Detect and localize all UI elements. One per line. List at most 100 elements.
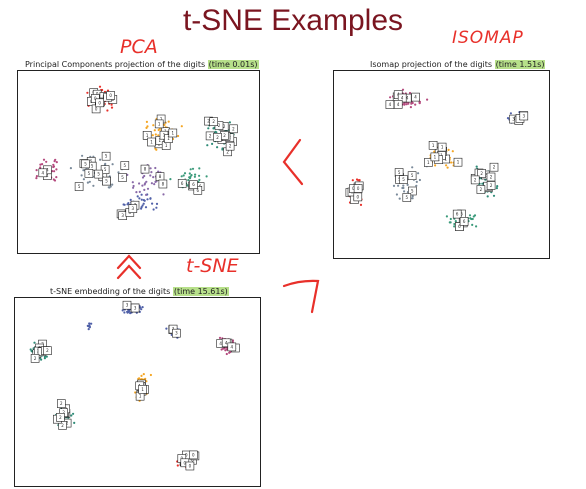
digit-point xyxy=(151,202,154,205)
digit-point xyxy=(152,208,155,211)
svg-text:2: 2 xyxy=(212,119,215,124)
digit-thumbnail: 1 xyxy=(430,152,440,162)
svg-text:4: 4 xyxy=(401,96,404,101)
digit-point xyxy=(451,150,454,153)
digit-point xyxy=(29,348,32,351)
digit-point xyxy=(225,352,228,356)
digit-thumbnail: 1 xyxy=(424,158,433,167)
digit-point xyxy=(408,91,412,95)
digit-point xyxy=(39,166,42,169)
svg-text:1: 1 xyxy=(167,136,170,141)
isomap-panel-title: Isomap projection of the digits (time 1.… xyxy=(370,60,546,69)
digit-point xyxy=(154,166,157,170)
digit-point xyxy=(426,98,429,101)
digit-point xyxy=(162,193,165,196)
svg-text:8: 8 xyxy=(162,182,165,187)
digit-point xyxy=(405,103,408,106)
svg-text:1: 1 xyxy=(441,145,444,150)
digit-point xyxy=(433,150,436,153)
digit-point xyxy=(157,134,160,137)
digit-point xyxy=(146,125,149,128)
digit-point xyxy=(140,193,143,196)
digit-point xyxy=(445,215,448,218)
svg-text:5: 5 xyxy=(121,175,124,180)
tsne-panel-title: t-SNE embedding of the digits (time 15.6… xyxy=(50,287,229,296)
digit-point xyxy=(389,96,392,99)
digit-point xyxy=(109,185,112,188)
digit-thumbnail: 2 xyxy=(56,413,65,422)
digit-thumbnail: 2 xyxy=(30,354,40,363)
digit-point xyxy=(475,165,478,168)
svg-text:2: 2 xyxy=(34,356,37,361)
digit-point xyxy=(155,148,158,151)
digit-point xyxy=(397,184,400,187)
digit-point xyxy=(434,164,437,167)
digit-thumbnail: 4 xyxy=(227,342,237,352)
digit-point xyxy=(409,106,412,109)
digit-point xyxy=(111,183,114,186)
digit-thumbnail: 1 xyxy=(142,130,152,140)
digit-point xyxy=(52,178,55,181)
svg-text:2: 2 xyxy=(223,124,226,129)
digit-thumbnail: 2 xyxy=(56,399,66,408)
digit-point xyxy=(90,322,93,325)
svg-text:4: 4 xyxy=(219,341,222,346)
digit-point xyxy=(445,164,448,167)
tsne-handwritten-label: t-SNE xyxy=(186,255,239,277)
digit-point xyxy=(155,206,158,209)
digit-point xyxy=(138,377,141,380)
digit-point xyxy=(149,174,152,177)
digit-thumbnail: 8 xyxy=(140,164,150,174)
digit-point xyxy=(220,348,223,351)
digit-point xyxy=(411,166,414,169)
digit-point xyxy=(351,179,354,182)
digit-point xyxy=(141,184,144,187)
svg-text:1: 1 xyxy=(146,133,149,138)
digit-point xyxy=(157,170,160,173)
digit-point xyxy=(98,85,102,88)
svg-text:5: 5 xyxy=(411,173,414,178)
svg-text:2: 2 xyxy=(223,133,226,138)
digit-thumbnail: 0 xyxy=(106,91,115,100)
digit-point xyxy=(45,355,48,358)
svg-text:2: 2 xyxy=(209,133,212,138)
digit-point xyxy=(471,217,474,221)
digit-point xyxy=(129,198,132,201)
svg-text:2: 2 xyxy=(229,144,232,149)
digit-thumbnail: 1 xyxy=(138,385,147,394)
pca-scatter-plot: 4662625102053825262515202555051120016330… xyxy=(17,70,260,254)
digit-thumbnail: 5 xyxy=(100,165,110,174)
digit-point xyxy=(134,391,137,394)
digit-point xyxy=(43,355,46,358)
svg-text:5: 5 xyxy=(105,179,108,184)
digit-point xyxy=(155,202,159,205)
digit-point xyxy=(143,188,146,191)
digit-point xyxy=(180,175,183,178)
digit-point xyxy=(54,158,57,161)
digit-point xyxy=(106,109,109,112)
digit-point xyxy=(149,167,152,170)
digit-thumbnail: 2 xyxy=(43,346,52,356)
isomap-scatter-plot: 2000225051263532565663050144412221112421… xyxy=(333,70,550,259)
svg-text:6: 6 xyxy=(460,212,463,217)
digit-point xyxy=(150,171,153,174)
digit-point xyxy=(132,186,135,189)
svg-text:0: 0 xyxy=(96,92,99,97)
isomap-handwritten-label: ISOMAP xyxy=(452,28,524,48)
svg-text:2: 2 xyxy=(59,415,62,420)
digit-thumbnail: 2 xyxy=(489,162,499,172)
svg-text:4: 4 xyxy=(414,95,417,100)
digit-point xyxy=(418,102,421,105)
svg-text:0: 0 xyxy=(189,464,192,469)
less-than-arrow-icon xyxy=(282,138,304,186)
svg-text:2: 2 xyxy=(62,410,65,415)
digit-point xyxy=(198,174,201,177)
digit-point xyxy=(187,179,190,182)
digit-point xyxy=(117,171,120,174)
digit-thumbnail: 5 xyxy=(407,171,417,180)
digit-point xyxy=(35,177,38,180)
digit-point xyxy=(110,106,114,109)
digit-thumbnail: 6 xyxy=(452,209,462,219)
digit-point xyxy=(177,134,180,138)
hook-stroke-icon xyxy=(282,279,320,314)
